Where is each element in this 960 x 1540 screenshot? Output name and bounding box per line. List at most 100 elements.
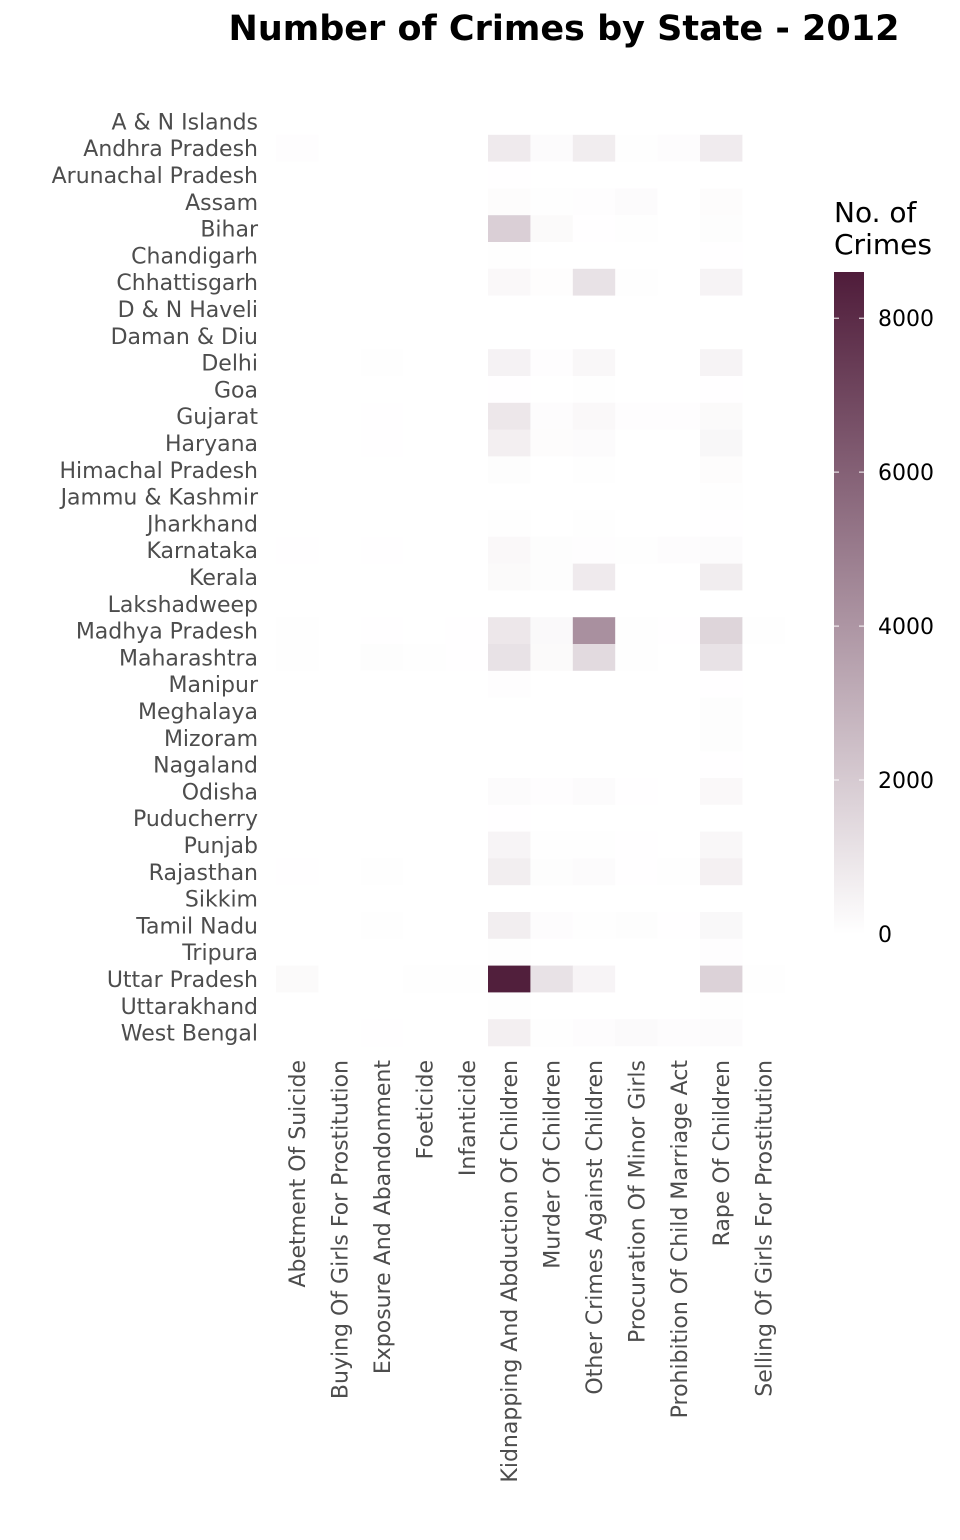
- heatmap-cell-chandigarh-selling-of-girls-for-prostitution: [742, 242, 786, 270]
- heatmap-cell-gujarat-kidnapping-and-abduction-of-children: [488, 402, 531, 430]
- heatmap-cell-himachal-pradesh-rape-of-children: [700, 456, 743, 484]
- x-tick-label: Selling Of Girls For Prostitution: [753, 1060, 778, 1397]
- heatmap-cell-arunachal-pradesh-foeticide: [403, 161, 446, 189]
- heatmap-cell-puducherry-kidnapping-and-abduction-of-children: [488, 804, 531, 832]
- heatmap-cell-odisha-infanticide: [445, 778, 489, 806]
- heatmap-cell-maharashtra-selling-of-girls-for-prostitution: [742, 644, 786, 672]
- heatmap-cell-delhi-rape-of-children: [700, 349, 743, 377]
- heatmap-cell-meghalaya-exposure-and-abandonment: [360, 697, 404, 725]
- y-tick-label: Meghalaya: [138, 700, 258, 725]
- y-tick-label: D & N Haveli: [118, 298, 258, 323]
- heatmap-cell-jammu-kashmir-procuration-of-minor-girls: [615, 483, 658, 511]
- heatmap-cell-lakshadweep-other-crimes-against-children: [572, 590, 616, 618]
- heatmap-cell-maharashtra-foeticide: [403, 644, 446, 672]
- heatmap-cell-haryana-infanticide: [445, 429, 489, 457]
- heatmap-cell-d-n-haveli-foeticide: [403, 295, 446, 323]
- heatmap-cell-puducherry-foeticide: [403, 804, 446, 832]
- x-tick-label: Exposure And Abandonment: [371, 1060, 396, 1375]
- heatmap-cell-himachal-pradesh-exposure-and-abandonment: [360, 456, 404, 484]
- heatmap-cell-manipur-infanticide: [445, 670, 489, 698]
- legend-tick-label: 6000: [878, 461, 934, 486]
- heatmap-cell-sikkim-selling-of-girls-for-prostitution: [742, 885, 786, 913]
- heatmap-cell-maharashtra-kidnapping-and-abduction-of-children: [488, 644, 531, 672]
- heatmap-cell-punjab-procuration-of-minor-girls: [615, 831, 658, 859]
- heatmap-cell-madhya-pradesh-prohibition-of-child-marriage-act: [657, 617, 701, 645]
- heatmap-cell-lakshadweep-kidnapping-and-abduction-of-children: [488, 590, 531, 618]
- y-tick-label: Himachal Pradesh: [59, 459, 258, 484]
- heatmap-cell-punjab-exposure-and-abandonment: [360, 831, 404, 859]
- heatmap-cell-puducherry-selling-of-girls-for-prostitution: [742, 804, 786, 832]
- heatmap-cell-tripura-exposure-and-abandonment: [360, 938, 404, 966]
- heatmap-cell-kerala-kidnapping-and-abduction-of-children: [488, 563, 531, 591]
- heatmap-cell-a-n-islands-buying-of-girls-for-prostitution: [318, 108, 362, 136]
- heatmap-cell-d-n-haveli-rape-of-children: [700, 295, 743, 323]
- heatmap-cell-goa-infanticide: [445, 376, 489, 404]
- heatmap-cell-goa-buying-of-girls-for-prostitution: [318, 376, 362, 404]
- heatmap-cell-assam-procuration-of-minor-girls: [615, 188, 658, 216]
- heatmap-cell-west-bengal-other-crimes-against-children: [572, 1019, 616, 1047]
- heatmap-cell-arunachal-pradesh-procuration-of-minor-girls: [615, 161, 658, 189]
- heatmap-cell-tripura-abetment-of-suicide: [276, 938, 319, 966]
- heatmap-cell-madhya-pradesh-other-crimes-against-children: [572, 617, 616, 645]
- heatmap-cell-delhi-foeticide: [403, 349, 446, 377]
- heatmap-cell-kerala-other-crimes-against-children: [572, 563, 616, 591]
- heatmap-cell-andhra-pradesh-buying-of-girls-for-prostitution: [318, 134, 362, 162]
- heatmap-cell-delhi-abetment-of-suicide: [276, 349, 319, 377]
- heatmap-cell-assam-murder-of-children: [530, 188, 574, 216]
- heatmap-cell-jammu-kashmir-selling-of-girls-for-prostitution: [742, 483, 786, 511]
- heatmap-cell-odisha-abetment-of-suicide: [276, 778, 319, 806]
- heatmap-cell-odisha-other-crimes-against-children: [572, 778, 616, 806]
- heatmap-cell-himachal-pradesh-infanticide: [445, 456, 489, 484]
- heatmap-cell-manipur-prohibition-of-child-marriage-act: [657, 670, 701, 698]
- heatmap-cell-west-bengal-exposure-and-abandonment: [360, 1019, 404, 1047]
- heatmap-cell-haryana-other-crimes-against-children: [572, 429, 616, 457]
- heatmap-cell-jharkhand-other-crimes-against-children: [572, 510, 616, 538]
- y-tick-label: Karnataka: [146, 539, 258, 564]
- heatmap-cells: [276, 108, 786, 1047]
- heatmap-cell-chhattisgarh-foeticide: [403, 268, 446, 296]
- heatmap-cell-uttarakhand-murder-of-children: [530, 992, 574, 1020]
- heatmap-cell-andhra-pradesh-foeticide: [403, 134, 446, 162]
- heatmap-cell-tamil-nadu-abetment-of-suicide: [276, 912, 319, 940]
- heatmap-cell-arunachal-pradesh-kidnapping-and-abduction-of-children: [488, 161, 531, 189]
- heatmap-cell-punjab-prohibition-of-child-marriage-act: [657, 831, 701, 859]
- heatmap-cell-himachal-pradesh-selling-of-girls-for-prostitution: [742, 456, 786, 484]
- heatmap-cell-gujarat-selling-of-girls-for-prostitution: [742, 402, 786, 430]
- heatmap-cell-rajasthan-infanticide: [445, 858, 489, 886]
- heatmap-cell-chhattisgarh-selling-of-girls-for-prostitution: [742, 268, 786, 296]
- heatmap-cell-nagaland-abetment-of-suicide: [276, 751, 319, 779]
- heatmap-cell-assam-selling-of-girls-for-prostitution: [742, 188, 786, 216]
- y-tick-label: Uttar Pradesh: [107, 968, 258, 993]
- heatmap-cell-goa-abetment-of-suicide: [276, 376, 319, 404]
- heatmap-cell-bihar-procuration-of-minor-girls: [615, 215, 658, 243]
- heatmap-cell-chandigarh-infanticide: [445, 242, 489, 270]
- y-tick-label: Mizoram: [164, 727, 258, 752]
- heatmap-cell-west-bengal-procuration-of-minor-girls: [615, 1019, 658, 1047]
- heatmap-cell-a-n-islands-other-crimes-against-children: [572, 108, 616, 136]
- heatmap-cell-a-n-islands-kidnapping-and-abduction-of-children: [488, 108, 531, 136]
- y-tick-label: Gujarat: [176, 405, 258, 430]
- heatmap-cell-goa-kidnapping-and-abduction-of-children: [488, 376, 531, 404]
- heatmap-cell-manipur-selling-of-girls-for-prostitution: [742, 670, 786, 698]
- heatmap-cell-goa-exposure-and-abandonment: [360, 376, 404, 404]
- heatmap-cell-tamil-nadu-rape-of-children: [700, 912, 743, 940]
- heatmap-cell-tripura-other-crimes-against-children: [572, 938, 616, 966]
- heatmap-cell-d-n-haveli-murder-of-children: [530, 295, 574, 323]
- heatmap-cell-maharashtra-murder-of-children: [530, 644, 574, 672]
- heatmap-cell-assam-foeticide: [403, 188, 446, 216]
- heatmap-cell-bihar-rape-of-children: [700, 215, 743, 243]
- heatmap-cell-andhra-pradesh-exposure-and-abandonment: [360, 134, 404, 162]
- heatmap-cell-gujarat-buying-of-girls-for-prostitution: [318, 402, 362, 430]
- heatmap-cell-mizoram-exposure-and-abandonment: [360, 724, 404, 752]
- heatmap-cell-daman-diu-buying-of-girls-for-prostitution: [318, 322, 362, 350]
- heatmap-cell-uttarakhand-abetment-of-suicide: [276, 992, 319, 1020]
- legend-tick-label: 2000: [878, 769, 934, 794]
- heatmap-cell-puducherry-rape-of-children: [700, 804, 743, 832]
- heatmap-cell-west-bengal-murder-of-children: [530, 1019, 574, 1047]
- heatmap-cell-lakshadweep-prohibition-of-child-marriage-act: [657, 590, 701, 618]
- heatmap-cell-uttarakhand-foeticide: [403, 992, 446, 1020]
- heatmap-cell-tamil-nadu-buying-of-girls-for-prostitution: [318, 912, 362, 940]
- heatmap-cell-chandigarh-foeticide: [403, 242, 446, 270]
